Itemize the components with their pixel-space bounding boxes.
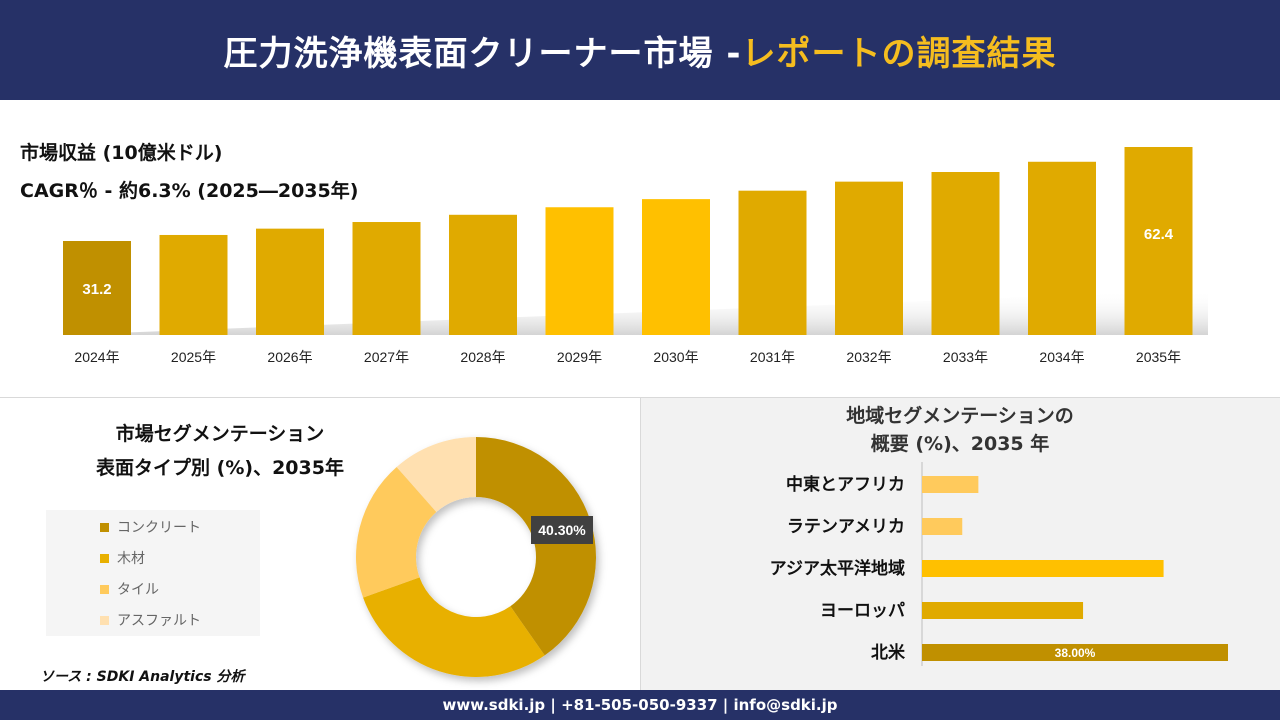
revenue-bar-2031年 <box>738 190 807 335</box>
revenue-label: 市場収益 (10億米ドル) <box>20 142 223 164</box>
year-tick-label: 2031年 <box>750 349 795 365</box>
year-tick-label: 2035年 <box>1136 349 1181 365</box>
revenue-bar-2027年 <box>352 222 421 335</box>
region-panel-background <box>641 398 1280 690</box>
contact-footer: www.sdki.jp | +81-505-050-9337 | info@sd… <box>0 690 1280 720</box>
revenue-bar-2033年 <box>931 172 1000 335</box>
region-title-line1: 地域セグメンテーションの <box>846 405 1074 427</box>
donut-data-label: 40.30% <box>538 522 586 538</box>
donut-slice-コンクリート <box>476 437 596 656</box>
revenue-bar-2024年 <box>63 241 131 335</box>
legend-label: コンクリート <box>117 520 201 536</box>
revenue-bar-2034年 <box>1028 161 1096 335</box>
legend-swatch <box>100 522 109 532</box>
legend-item: 木材 <box>100 548 145 568</box>
revenue-bar-2032年 <box>835 181 903 335</box>
donut-slice-タイル <box>356 466 437 598</box>
region-category-label: アジア太平洋地域 <box>770 558 905 579</box>
region-bar-北米 <box>922 644 1228 661</box>
region-category-label: 中東とアフリカ <box>786 474 905 495</box>
revenue-bar-2029年 <box>545 207 614 335</box>
year-tick-label: 2030年 <box>653 349 698 365</box>
year-tick-label: 2034年 <box>1039 349 1084 365</box>
year-tick-label: 2029年 <box>557 349 602 365</box>
year-tick-label: 2033年 <box>943 349 988 365</box>
legend-label: タイル <box>117 582 159 598</box>
report-title-main: 圧力洗浄機表面クリーナー市場 - <box>223 33 742 74</box>
report-title: 圧力洗浄機表面クリーナー市場 -レポートの調査結果 <box>224 26 1057 75</box>
region-category-label: ヨーロッパ <box>820 601 905 621</box>
legend-item: アスファルト <box>100 610 201 630</box>
year-tick-label: 2024年 <box>74 349 119 365</box>
region-title-line2: 概要 (%)、2035 年 <box>870 433 1050 455</box>
bar-data-label: 31.2 <box>82 281 111 298</box>
year-tick-label: 2028年 <box>460 349 505 365</box>
region-category-label: 北米 <box>871 642 906 663</box>
cagr-label: CAGR％ - 約6.3% (2025―2035年) <box>20 180 359 202</box>
region-data-label: 38.00% <box>1055 646 1096 660</box>
legend-item: タイル <box>100 579 159 599</box>
region-category-label: ラテンアメリカ <box>787 517 905 537</box>
donut-data-label-box <box>531 516 593 544</box>
year-tick-label: 2027年 <box>364 349 409 365</box>
section-divider <box>0 397 1280 398</box>
panel-divider <box>640 398 641 690</box>
revenue-bar-2026年 <box>256 228 324 335</box>
region-bar-中東とアフリカ <box>922 476 979 493</box>
donut-legend <box>46 510 260 636</box>
source-note: ソース : SDKI Analytics 分析 <box>40 669 245 685</box>
region-bar-ラテンアメリカ <box>922 518 963 535</box>
segment-title-line2: 表面タイプ別 (%)、2035年 <box>96 457 344 479</box>
report-title-accent: レポートの調査結果 <box>741 33 1057 74</box>
region-bar-ヨーロッパ <box>922 602 1084 619</box>
revenue-bar-2028年 <box>449 214 517 335</box>
market-revenue-bar-chart: 2024年 31.2 2025年 2026年 2027年 2028年 2029年 2030年 2… <box>63 147 1208 365</box>
legend-swatch <box>100 584 109 594</box>
year-tick-label: 2025年 <box>171 349 216 365</box>
donut-slice-アスファルト <box>396 437 476 512</box>
contact-info: www.sdki.jp | +81-505-050-9337 | info@sd… <box>442 696 838 714</box>
legend-item: コンクリート <box>100 517 201 537</box>
region-bar-アジア太平洋地域 <box>922 560 1164 577</box>
donut-slice-木材 <box>363 577 545 677</box>
legend-label: アスファルト <box>117 613 201 629</box>
legend-swatch <box>100 553 109 563</box>
legend-swatch <box>100 615 109 625</box>
year-tick-label: 2026年 <box>267 349 312 365</box>
bar-data-label: 62.4 <box>1144 226 1174 243</box>
legend-label: 木材 <box>117 551 145 567</box>
revenue-bar-2025年 <box>159 234 228 335</box>
report-header: 圧力洗浄機表面クリーナー市場 -レポートの調査結果 <box>0 0 1280 100</box>
bar-shadow <box>63 290 1208 335</box>
segment-title-line1: 市場セグメンテーション <box>115 423 325 445</box>
year-tick-label: 2032年 <box>846 349 891 365</box>
revenue-bar-2030年 <box>642 199 710 335</box>
revenue-bar-2035年 <box>1124 147 1193 335</box>
